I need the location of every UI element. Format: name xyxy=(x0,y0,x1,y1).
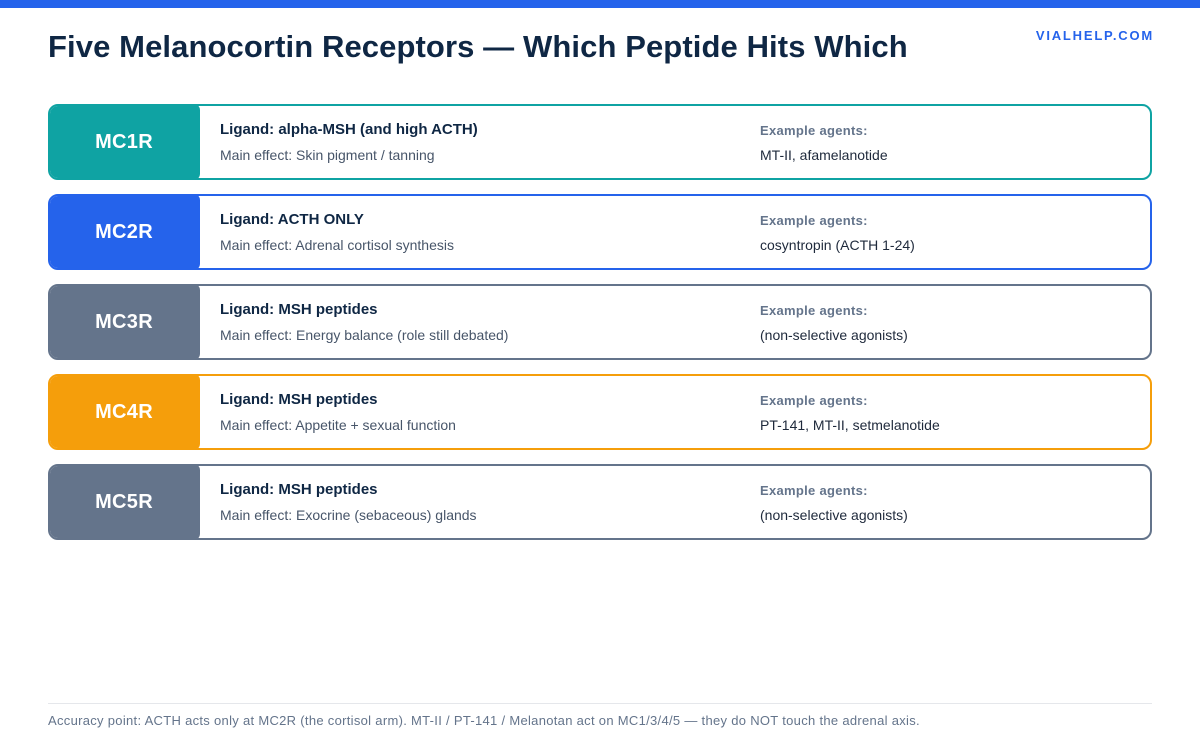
receptor-row-mc2r: MC2R Ligand: ACTH ONLY Main effect: Adre… xyxy=(48,194,1152,270)
receptor-badge: MC3R xyxy=(50,286,200,358)
example-agents-label: Example agents: xyxy=(760,213,868,228)
receptor-row-mc3r: MC3R Ligand: MSH peptides Main effect: E… xyxy=(48,284,1152,360)
example-agents-label: Example agents: xyxy=(760,123,868,138)
receptor-row-mc5r: MC5R Ligand: MSH peptides Main effect: E… xyxy=(48,464,1152,540)
receptor-main-effect: Main effect: Appetite + sexual function xyxy=(220,417,456,433)
receptor-main-effect: Main effect: Adrenal cortisol synthesis xyxy=(220,237,454,253)
receptor-main-effect: Main effect: Energy balance (role still … xyxy=(220,327,509,343)
accuracy-footnote: Accuracy point: ACTH acts only at MC2R (… xyxy=(48,713,920,728)
brand-label: VIALHELP.COM xyxy=(1035,28,1154,43)
example-agents: (non-selective agonists) xyxy=(760,327,908,343)
receptor-ligand: Ligand: MSH peptides xyxy=(220,391,378,408)
receptor-ligand: Ligand: alpha-MSH (and high ACTH) xyxy=(220,121,478,138)
receptor-main-effect: Main effect: Exocrine (sebaceous) glands xyxy=(220,507,477,523)
receptor-main-effect: Main effect: Skin pigment / tanning xyxy=(220,147,435,163)
receptor-badge: MC1R xyxy=(50,106,200,178)
receptor-row-mc4r: MC4R Ligand: MSH peptides Main effect: A… xyxy=(48,374,1152,450)
example-agents-label: Example agents: xyxy=(760,393,868,408)
footer-divider xyxy=(48,703,1152,704)
example-agents: (non-selective agonists) xyxy=(760,507,908,523)
receptor-list: MC1R Ligand: alpha-MSH (and high ACTH) M… xyxy=(48,104,1152,554)
receptor-ligand: Ligand: MSH peptides xyxy=(220,301,378,318)
receptor-badge: MC5R xyxy=(50,466,200,538)
receptor-ligand: Ligand: MSH peptides xyxy=(220,481,378,498)
receptor-badge: MC2R xyxy=(50,196,200,268)
example-agents: cosyntropin (ACTH 1-24) xyxy=(760,237,915,253)
example-agents-label: Example agents: xyxy=(760,303,868,318)
receptor-row-mc1r: MC1R Ligand: alpha-MSH (and high ACTH) M… xyxy=(48,104,1152,180)
receptor-badge: MC4R xyxy=(50,376,200,448)
example-agents: PT-141, MT-II, setmelanotide xyxy=(760,417,940,433)
page-title: Five Melanocortin Receptors — Which Pept… xyxy=(48,29,908,64)
example-agents-label: Example agents: xyxy=(760,483,868,498)
top-accent-bar xyxy=(0,0,1200,8)
example-agents: MT-II, afamelanotide xyxy=(760,147,888,163)
receptor-ligand: Ligand: ACTH ONLY xyxy=(220,211,364,228)
